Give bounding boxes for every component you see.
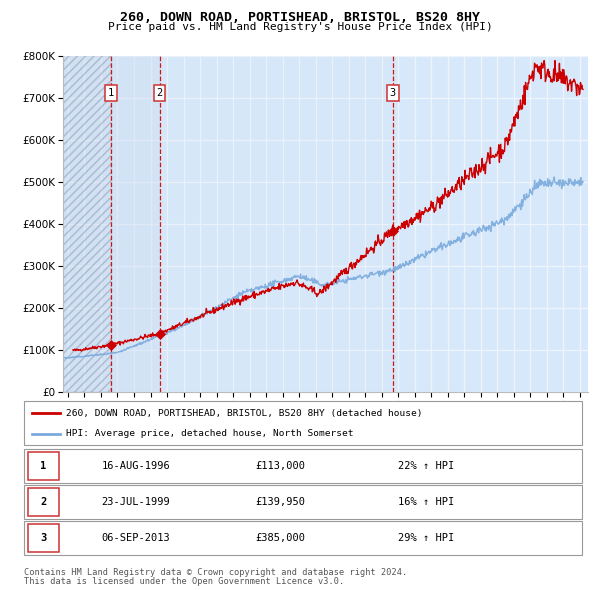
- Text: 16-AUG-1996: 16-AUG-1996: [101, 461, 170, 471]
- Text: 23-JUL-1999: 23-JUL-1999: [101, 497, 170, 507]
- Text: Contains HM Land Registry data © Crown copyright and database right 2024.: Contains HM Land Registry data © Crown c…: [24, 568, 407, 577]
- FancyBboxPatch shape: [28, 524, 59, 552]
- FancyBboxPatch shape: [28, 488, 59, 516]
- Bar: [63, 56, 111, 392]
- FancyBboxPatch shape: [28, 452, 59, 480]
- Text: 16% ↑ HPI: 16% ↑ HPI: [398, 497, 454, 507]
- Text: 22% ↑ HPI: 22% ↑ HPI: [398, 461, 454, 471]
- Text: This data is licensed under the Open Government Licence v3.0.: This data is licensed under the Open Gov…: [24, 578, 344, 586]
- Text: Price paid vs. HM Land Registry's House Price Index (HPI): Price paid vs. HM Land Registry's House …: [107, 22, 493, 32]
- Text: 3: 3: [390, 88, 396, 98]
- Text: £385,000: £385,000: [256, 533, 305, 543]
- Text: £139,950: £139,950: [256, 497, 305, 507]
- Text: 3: 3: [40, 533, 47, 543]
- Bar: [111, 56, 160, 392]
- Text: £113,000: £113,000: [256, 461, 305, 471]
- Text: 260, DOWN ROAD, PORTISHEAD, BRISTOL, BS20 8HY (detached house): 260, DOWN ROAD, PORTISHEAD, BRISTOL, BS2…: [66, 409, 422, 418]
- Text: 29% ↑ HPI: 29% ↑ HPI: [398, 533, 454, 543]
- Text: 260, DOWN ROAD, PORTISHEAD, BRISTOL, BS20 8HY: 260, DOWN ROAD, PORTISHEAD, BRISTOL, BS2…: [120, 11, 480, 24]
- Text: HPI: Average price, detached house, North Somerset: HPI: Average price, detached house, Nort…: [66, 429, 353, 438]
- Bar: [393, 56, 588, 392]
- Text: 1: 1: [40, 461, 47, 471]
- Text: 06-SEP-2013: 06-SEP-2013: [101, 533, 170, 543]
- Text: 2: 2: [40, 497, 47, 507]
- Bar: [160, 56, 393, 392]
- Text: 1: 1: [108, 88, 115, 98]
- Text: 2: 2: [157, 88, 163, 98]
- Bar: [63, 56, 111, 392]
